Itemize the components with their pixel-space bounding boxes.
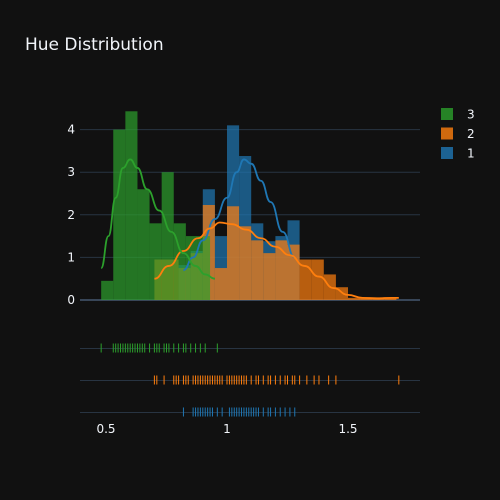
bar-series-2 — [311, 259, 324, 300]
bar-series-3 — [197, 236, 211, 300]
bar-series-2 — [275, 240, 288, 300]
x-tick-label: 1 — [223, 422, 231, 436]
bar-series-3 — [113, 129, 126, 300]
legend-swatch-2[interactable] — [441, 127, 453, 140]
y-tick-label: 3 — [67, 165, 75, 179]
legend-label-2[interactable]: 2 — [467, 127, 475, 141]
bar-series-2 — [384, 297, 397, 300]
bar-series-2 — [214, 268, 227, 300]
bar-series-2 — [251, 240, 264, 300]
bar-series-3 — [185, 236, 198, 300]
legend-label-3[interactable]: 3 — [467, 108, 475, 122]
y-tick-label: 0 — [67, 293, 75, 307]
y-tick-label: 1 — [67, 250, 75, 264]
legend-swatch-1[interactable] — [441, 147, 453, 159]
bar-series-2 — [263, 253, 276, 300]
bar-series-3 — [137, 189, 150, 300]
x-tick-labels: 0.5 1 1.5 — [96, 422, 357, 436]
bar-series-3 — [125, 111, 138, 300]
x-tick-label: 0.5 — [96, 422, 115, 436]
y-tick-label: 2 — [67, 208, 75, 222]
kde-line-series-2 — [154, 221, 399, 300]
bar-series-2 — [239, 226, 252, 300]
kde-line-series-1 — [183, 158, 296, 272]
bar-series-2 — [348, 297, 361, 300]
kde-curves — [100, 158, 399, 300]
x-tick-label: 1.5 — [338, 422, 357, 436]
bar-series-2 — [227, 206, 240, 300]
legend-swatch-3[interactable] — [441, 108, 453, 120]
legend[interactable]: 3 2 1 — [441, 108, 475, 161]
y-tick-label: 4 — [67, 123, 75, 137]
chart-title: Hue Distribution — [25, 35, 164, 55]
bar-series-3 — [161, 172, 174, 300]
rug-plots — [100, 343, 400, 417]
bar-series-3 — [149, 223, 162, 300]
bar-series-2 — [299, 259, 312, 300]
bar-series-2 — [360, 297, 373, 300]
y-tick-labels: 0 1 2 3 4 — [67, 123, 75, 307]
bar-series-3 — [101, 280, 114, 300]
legend-label-1[interactable]: 1 — [467, 147, 475, 161]
kde-line-series-3 — [100, 158, 215, 280]
bar-series-2 — [287, 244, 300, 300]
